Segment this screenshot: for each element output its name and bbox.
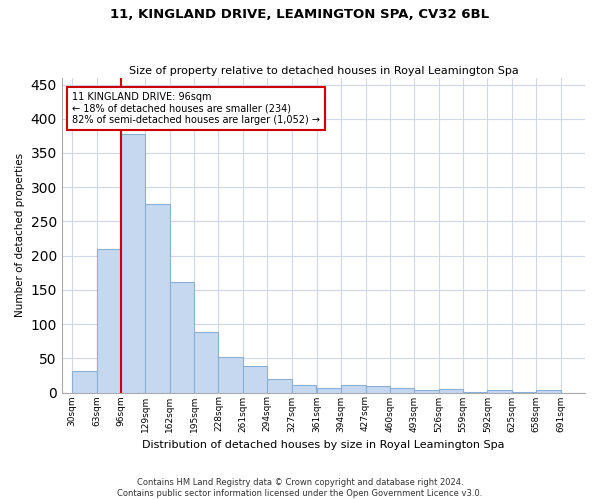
Title: Size of property relative to detached houses in Royal Leamington Spa: Size of property relative to detached ho… — [128, 66, 518, 76]
Bar — [170, 282, 194, 393]
Bar — [243, 366, 267, 392]
Bar — [145, 204, 170, 392]
X-axis label: Distribution of detached houses by size in Royal Leamington Spa: Distribution of detached houses by size … — [142, 440, 505, 450]
Bar — [292, 385, 316, 392]
Bar — [218, 357, 243, 392]
Bar — [267, 379, 292, 392]
Bar — [390, 388, 414, 392]
Bar — [414, 390, 439, 392]
Bar — [72, 370, 97, 392]
Bar — [487, 390, 512, 392]
Text: 11 KINGLAND DRIVE: 96sqm
← 18% of detached houses are smaller (234)
82% of semi-: 11 KINGLAND DRIVE: 96sqm ← 18% of detach… — [72, 92, 320, 125]
Bar — [341, 385, 365, 392]
Text: 11, KINGLAND DRIVE, LEAMINGTON SPA, CV32 6BL: 11, KINGLAND DRIVE, LEAMINGTON SPA, CV32… — [110, 8, 490, 20]
Y-axis label: Number of detached properties: Number of detached properties — [15, 153, 25, 317]
Bar — [194, 332, 218, 392]
Bar — [439, 389, 463, 392]
Bar — [536, 390, 560, 392]
Bar — [97, 249, 121, 392]
Bar — [121, 134, 145, 392]
Text: Contains HM Land Registry data © Crown copyright and database right 2024.
Contai: Contains HM Land Registry data © Crown c… — [118, 478, 482, 498]
Bar — [317, 388, 341, 392]
Bar — [365, 386, 390, 392]
